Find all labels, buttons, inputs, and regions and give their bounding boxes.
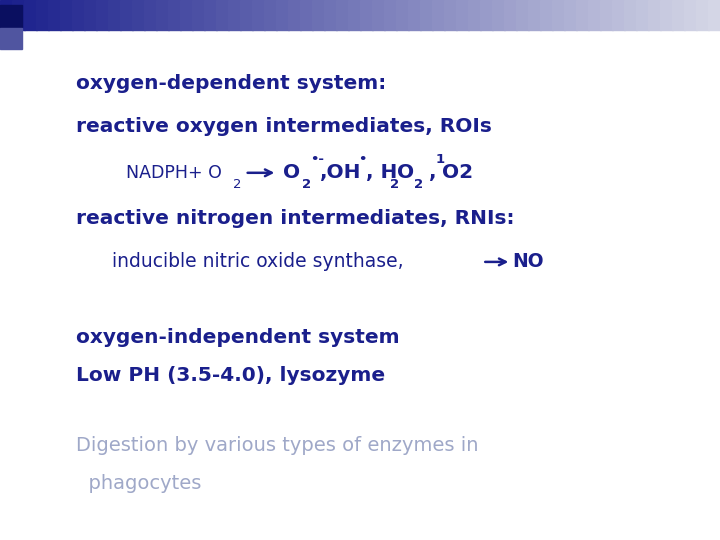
Bar	[168, 0, 181, 30]
Bar	[480, 0, 493, 30]
Text: O: O	[283, 163, 300, 183]
Bar	[492, 0, 505, 30]
Bar	[144, 0, 158, 30]
Bar	[588, 0, 601, 30]
Bar	[444, 0, 457, 30]
Text: •-: •-	[310, 153, 324, 166]
Text: •: •	[358, 153, 366, 166]
Bar	[264, 0, 277, 30]
Bar	[24, 0, 37, 30]
Text: Low PH (3.5-4.0), lysozyme: Low PH (3.5-4.0), lysozyme	[76, 366, 384, 385]
Bar	[336, 0, 349, 30]
Bar	[456, 0, 469, 30]
Bar	[96, 0, 109, 30]
Bar	[660, 0, 673, 30]
Bar	[180, 0, 194, 30]
Bar	[516, 0, 529, 30]
Text: 2: 2	[414, 178, 423, 191]
Bar	[0, 5, 22, 27]
Bar	[420, 0, 433, 30]
Bar	[684, 0, 698, 30]
Bar	[276, 0, 289, 30]
Bar	[252, 0, 266, 30]
Bar	[228, 0, 241, 30]
Text: Digestion by various types of enzymes in: Digestion by various types of enzymes in	[76, 436, 478, 455]
Bar	[192, 0, 205, 30]
Bar	[564, 0, 577, 30]
Text: reactive nitrogen intermediates, RNIs:: reactive nitrogen intermediates, RNIs:	[76, 209, 514, 228]
Text: oxygen-independent system: oxygen-independent system	[76, 328, 399, 347]
Bar	[504, 0, 518, 30]
Bar	[360, 0, 374, 30]
Text: 2: 2	[302, 178, 311, 191]
Text: 2: 2	[233, 178, 241, 191]
Text: 1: 1	[436, 153, 445, 166]
Bar	[672, 0, 685, 30]
Bar	[312, 0, 325, 30]
Bar	[612, 0, 626, 30]
Text: , H: , H	[366, 163, 397, 183]
Bar	[468, 0, 482, 30]
Text: oxygen-dependent system:: oxygen-dependent system:	[76, 74, 386, 93]
Bar	[372, 0, 385, 30]
Bar	[120, 0, 133, 30]
Text: ,OH: ,OH	[320, 163, 362, 183]
Bar	[300, 0, 313, 30]
Bar	[624, 0, 637, 30]
Bar	[540, 0, 554, 30]
Bar	[288, 0, 302, 30]
Bar	[72, 0, 86, 30]
Bar	[384, 0, 397, 30]
Bar	[528, 0, 541, 30]
Bar	[432, 0, 446, 30]
Bar	[48, 0, 61, 30]
Bar	[108, 0, 122, 30]
Bar	[636, 0, 649, 30]
Bar	[348, 0, 361, 30]
Text: ,: ,	[422, 163, 436, 183]
Text: 2: 2	[390, 178, 399, 191]
Bar	[396, 0, 410, 30]
Text: phagocytes: phagocytes	[76, 474, 201, 493]
Text: NO: NO	[513, 252, 544, 272]
Text: NADPH+ O: NADPH+ O	[126, 164, 222, 182]
Text: inducible nitric oxide synthase,: inducible nitric oxide synthase,	[112, 252, 409, 272]
Bar	[60, 0, 73, 30]
Bar	[0, 0, 14, 30]
Bar	[216, 0, 230, 30]
Bar	[156, 0, 169, 30]
Bar	[552, 0, 565, 30]
Bar	[408, 0, 421, 30]
Bar	[696, 0, 709, 30]
Bar	[600, 0, 613, 30]
Bar	[84, 0, 97, 30]
Bar	[12, 0, 25, 30]
Bar	[324, 0, 338, 30]
Bar	[648, 0, 662, 30]
Bar	[132, 0, 145, 30]
Bar	[36, 0, 50, 30]
Bar	[708, 0, 720, 30]
Text: reactive oxygen intermediates, ROIs: reactive oxygen intermediates, ROIs	[76, 117, 492, 137]
Text: O: O	[397, 163, 414, 183]
Bar	[204, 0, 217, 30]
Bar	[576, 0, 590, 30]
Text: O2: O2	[442, 163, 473, 183]
Bar	[0, 28, 22, 49]
Bar	[240, 0, 253, 30]
